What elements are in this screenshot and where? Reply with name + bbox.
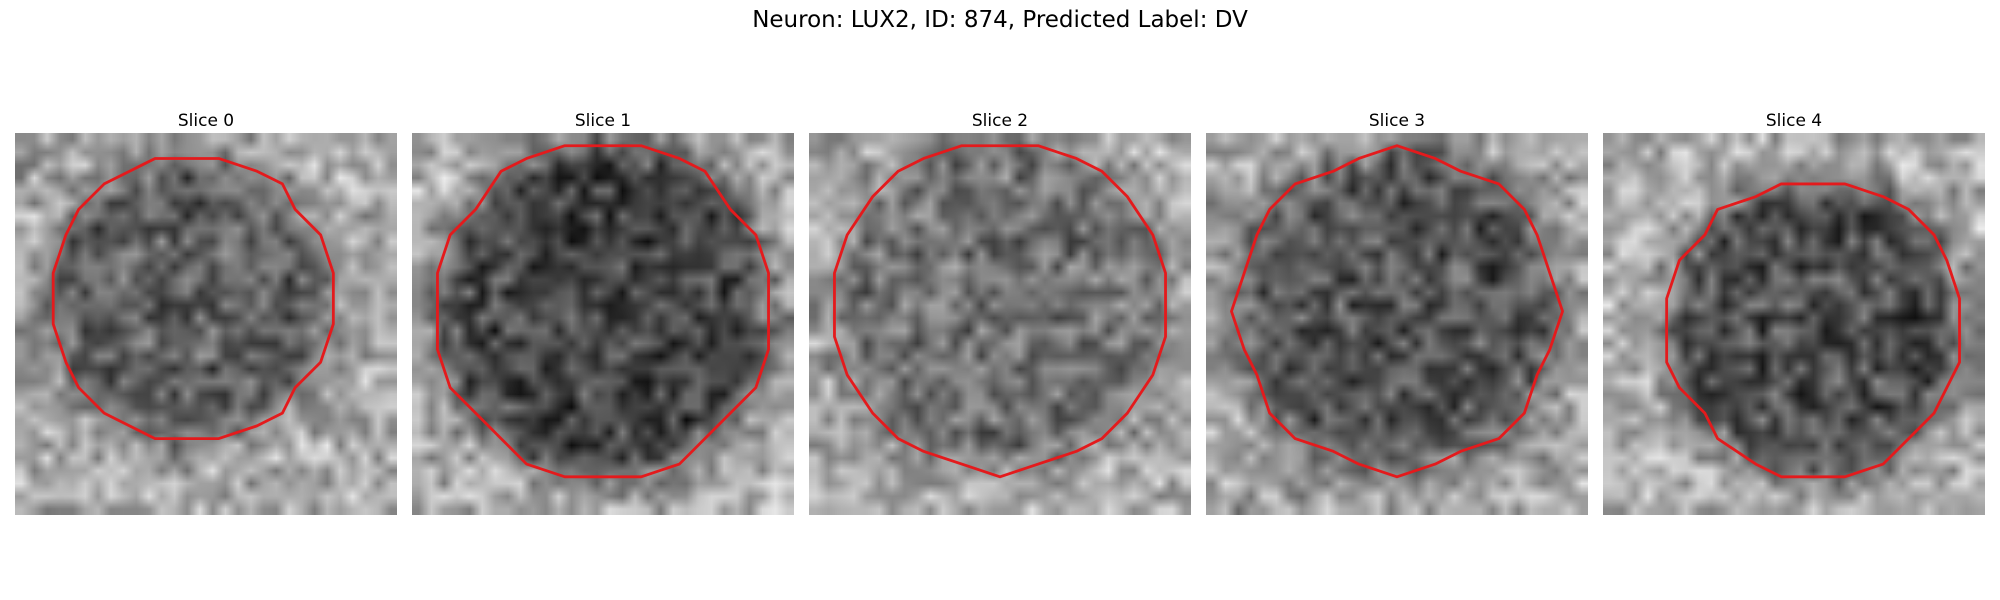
- slice-title-1: Slice 1: [574, 111, 632, 131]
- slice-panel-0: Slice 0: [15, 110, 397, 515]
- roi-outline-1: [436, 144, 770, 479]
- slice-image-1: [412, 133, 794, 515]
- slice-title-2: Slice 2: [971, 111, 1029, 131]
- slice-title-4: Slice 4: [1765, 111, 1823, 131]
- slice-panel-3: Slice 3: [1206, 110, 1588, 515]
- slice-panel-4: Slice 4: [1603, 110, 1985, 515]
- figure-title: Neuron: LUX2, ID: 874, Predicted Label: …: [752, 7, 1248, 33]
- roi-outline-3: [1230, 144, 1564, 479]
- roi-contour-3: [1230, 144, 1564, 479]
- roi-outline-0: [51, 157, 335, 441]
- slice-panel-1: Slice 1: [412, 110, 794, 515]
- roi-contour-4: [1665, 182, 1961, 479]
- roi-outline-4: [1665, 182, 1961, 479]
- roi-outline-2: [833, 144, 1167, 479]
- roi-contour-2: [833, 144, 1167, 479]
- slice-image-3: [1206, 133, 1588, 515]
- slice-panel-2: Slice 2: [809, 110, 1191, 515]
- roi-contour-0: [51, 157, 335, 441]
- slice-title-3: Slice 3: [1368, 111, 1426, 131]
- slice-title-0: Slice 0: [177, 111, 235, 131]
- roi-contour-1: [436, 144, 770, 479]
